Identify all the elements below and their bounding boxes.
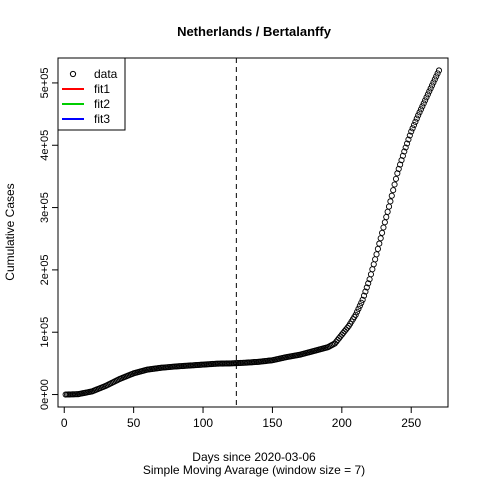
- legend-symbol: [69, 70, 77, 78]
- data-point: [363, 284, 370, 291]
- data-point: [428, 82, 436, 89]
- data-point: [423, 94, 430, 101]
- x-axis: 0 50 100 150 200 250: [61, 406, 422, 430]
- data-point: [422, 97, 429, 104]
- x-tick-label: 150: [262, 416, 282, 430]
- y-tick-label: 0e+00: [39, 379, 51, 410]
- data-point: [435, 67, 443, 74]
- x-tick-label: 0: [61, 416, 68, 430]
- data-point: [355, 305, 362, 312]
- data-point: [402, 144, 409, 151]
- legend-label: fit2: [94, 97, 110, 111]
- data-point: [434, 70, 441, 77]
- data-point: [416, 109, 423, 116]
- data-point: [412, 118, 419, 125]
- data-point: [409, 125, 416, 132]
- data-point: [427, 85, 434, 92]
- data-point: [405, 136, 412, 143]
- data-point: [362, 288, 369, 295]
- y-axis-label: Cumulative Cases: [3, 183, 17, 280]
- data-point: [433, 73, 440, 80]
- legend-label: fit3: [94, 112, 110, 126]
- legend-label: fit1: [94, 82, 110, 96]
- data-point: [420, 100, 427, 107]
- y-tick-label: 1e+05: [39, 317, 51, 348]
- x-tick-label: 50: [127, 416, 141, 430]
- x-tick-label: 250: [401, 416, 421, 430]
- chart-title: Netherlands / Bertalanffy: [177, 24, 332, 39]
- data-point: [394, 170, 401, 177]
- data-point: [408, 128, 415, 135]
- data-point: [397, 161, 404, 168]
- x-axis-label: Days since 2020-03-06: [192, 450, 316, 464]
- data-points: [62, 67, 443, 398]
- data-point: [379, 229, 386, 236]
- data-point: [424, 91, 431, 98]
- data-point: [352, 311, 359, 318]
- data-point: [388, 192, 395, 199]
- x-tick-label: 100: [193, 416, 213, 430]
- y-axis: 0e+00 1e+05 2e+05 3e+05 4e+05 5e+05: [39, 67, 59, 410]
- data-point: [359, 296, 366, 303]
- data-point: [399, 152, 406, 159]
- data-point: [404, 140, 411, 147]
- data-point: [410, 122, 418, 129]
- data-point: [413, 115, 420, 122]
- data-point: [365, 280, 372, 287]
- data-point: [415, 112, 422, 119]
- data-point: [431, 76, 438, 83]
- data-point: [358, 299, 365, 306]
- data-point: [377, 235, 384, 242]
- data-point: [354, 308, 361, 315]
- data-point: [391, 181, 398, 188]
- y-tick-label: 3e+05: [39, 192, 51, 223]
- data-point: [401, 148, 408, 155]
- data-point: [392, 175, 400, 182]
- data-point: [360, 292, 368, 299]
- x-tick-label: 200: [332, 416, 352, 430]
- data-point: [398, 157, 405, 164]
- x-axis-sublabel: Simple Moving Avarage (window size = 7): [143, 463, 365, 477]
- data-point: [417, 106, 424, 113]
- data-point: [387, 198, 394, 205]
- data-point: [395, 165, 402, 172]
- legend-label: data: [94, 67, 118, 81]
- data-point: [356, 302, 363, 309]
- data-point: [374, 245, 381, 253]
- data-point: [430, 79, 437, 86]
- y-tick-label: 5e+05: [39, 67, 51, 98]
- data-point: [406, 132, 413, 139]
- data-point: [373, 251, 380, 258]
- data-point: [344, 324, 351, 331]
- y-tick-label: 4e+05: [39, 130, 51, 161]
- data-point: [426, 88, 433, 95]
- y-tick-label: 2e+05: [39, 254, 51, 285]
- data-point: [419, 103, 426, 110]
- data-point: [390, 187, 397, 194]
- data-point: [376, 240, 383, 247]
